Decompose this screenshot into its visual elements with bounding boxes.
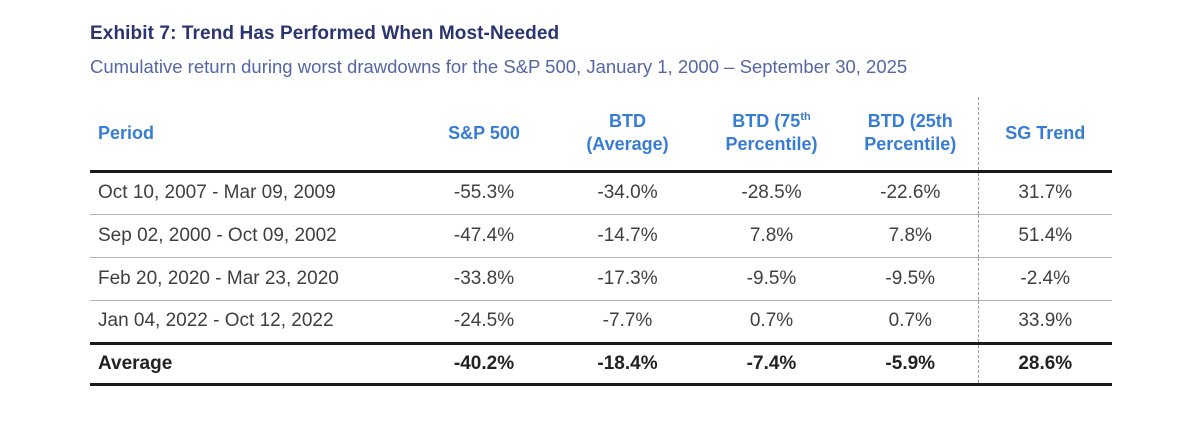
average-sg-trend-cell: 28.6% [977, 343, 1112, 386]
superscript-th: th [800, 111, 811, 124]
drawdown-returns-table: Period S&P 500 BTD (Average) BTD (75th P… [90, 97, 1112, 386]
btd-average-cell: -7.7% [555, 300, 700, 345]
sp500-cell: -24.5% [413, 300, 555, 345]
header-line: BTD [609, 111, 646, 132]
header-line: BTD (25th [867, 111, 953, 132]
table-row: Sep 02, 2000 - Oct 09, 2002 -47.4% -14.7… [90, 214, 1112, 258]
btd-25th-cell: -9.5% [843, 257, 978, 301]
btd-average-cell: -17.3% [555, 257, 700, 301]
sg-trend-cell: 33.9% [977, 300, 1112, 345]
exhibit-title: Exhibit 7: Trend Has Performed When Most… [90, 23, 560, 44]
sp500-cell: -47.4% [413, 214, 555, 258]
average-btd-25th-cell: -5.9% [843, 343, 978, 386]
sp500-cell: -33.8% [413, 257, 555, 301]
sg-trend-cell: -2.4% [977, 257, 1112, 301]
btd-75th-cell: 7.8% [700, 214, 843, 258]
column-header-period: Period [90, 97, 413, 173]
column-header-btd-25th: BTD (25th Percentile) [843, 97, 978, 173]
average-row: Average -40.2% -18.4% -7.4% -5.9% 28.6% [90, 343, 1112, 386]
period-cell: Oct 10, 2007 - Mar 09, 2009 [90, 171, 413, 215]
period-cell: Sep 02, 2000 - Oct 09, 2002 [90, 214, 413, 258]
btd-25th-cell: 7.8% [843, 214, 978, 258]
exhibit-subtitle: Cumulative return during worst drawdowns… [90, 56, 908, 77]
period-cell: Jan 04, 2022 - Oct 12, 2022 [90, 300, 413, 345]
btd-75th-cell: 0.7% [700, 300, 843, 345]
column-header-sg-trend: SG Trend [977, 97, 1112, 173]
sg-trend-cell: 51.4% [977, 214, 1112, 258]
btd-25th-cell: -22.6% [843, 171, 978, 215]
average-label-cell: Average [90, 343, 413, 386]
average-btd-75th-cell: -7.4% [700, 343, 843, 386]
table-row: Oct 10, 2007 - Mar 09, 2009 -55.3% -34.0… [90, 171, 1112, 215]
sp500-cell: -55.3% [413, 171, 555, 215]
btd-75th-cell: -9.5% [700, 257, 843, 301]
table-row: Jan 04, 2022 - Oct 12, 2022 -24.5% -7.7%… [90, 300, 1112, 345]
column-header-sp500: S&P 500 [413, 97, 555, 173]
btd-25th-cell: 0.7% [843, 300, 978, 345]
header-line: Percentile) [725, 134, 818, 155]
column-header-btd-75th: BTD (75th Percentile) [700, 97, 843, 173]
header-line: BTD (75th [732, 111, 811, 132]
table-body: Oct 10, 2007 - Mar 09, 2009 -55.3% -34.0… [90, 171, 1112, 386]
table-row: Feb 20, 2020 - Mar 23, 2020 -33.8% -17.3… [90, 257, 1112, 301]
exhibit-content: Exhibit 7: Trend Has Performed When Most… [90, 22, 1112, 386]
btd-average-cell: -34.0% [555, 171, 700, 215]
header-line: (Average) [586, 134, 669, 155]
header-row: Period S&P 500 BTD (Average) BTD (75th P… [90, 97, 1112, 173]
btd-average-cell: -14.7% [555, 214, 700, 258]
average-sp500-cell: -40.2% [413, 343, 555, 386]
header-line: Percentile) [864, 134, 957, 155]
table-header: Period S&P 500 BTD (Average) BTD (75th P… [90, 97, 1112, 173]
period-cell: Feb 20, 2020 - Mar 23, 2020 [90, 257, 413, 301]
sg-trend-cell: 31.7% [977, 171, 1112, 215]
btd-75th-cell: -28.5% [700, 171, 843, 215]
average-btd-average-cell: -18.4% [555, 343, 700, 386]
column-header-btd-average: BTD (Average) [555, 97, 700, 173]
